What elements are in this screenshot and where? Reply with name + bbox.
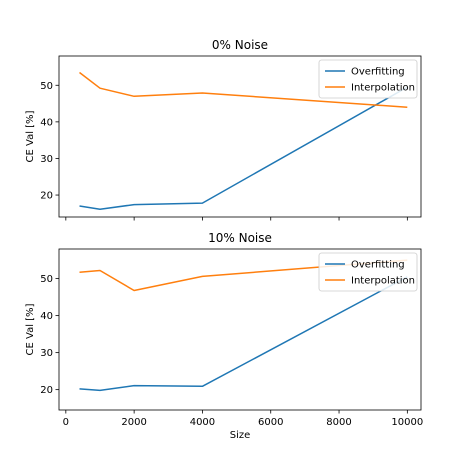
series-line-interpolation	[79, 259, 408, 292]
legend-box	[318, 252, 418, 292]
y-tick-label: 20	[40, 191, 53, 202]
y-axis-label: CE Val [%]	[25, 110, 36, 162]
legend: Overfitting Interpolation	[318, 59, 418, 99]
series-line-overfitting	[79, 276, 408, 392]
y-tick-label: 50	[40, 81, 53, 92]
legend-label-interpolation: Interpolation	[351, 83, 415, 94]
y-tick-label: 40	[40, 311, 53, 322]
legend-box	[318, 59, 418, 99]
x-tick-label: 6000	[258, 417, 283, 428]
y-axis-label: CE Val [%]	[25, 303, 36, 355]
x-axis-label: Size	[230, 430, 251, 441]
x-tick-label: 10000	[391, 417, 423, 428]
legend: Overfitting Interpolation	[318, 252, 418, 292]
plot-title: 10% Noise	[208, 231, 272, 245]
y-tick-label: 30	[40, 348, 53, 359]
plot-frame	[58, 248, 422, 411]
series-line-interpolation	[79, 71, 408, 108]
y-tick-label: 40	[40, 117, 53, 128]
x-tick-label: 4000	[190, 417, 215, 428]
x-tick-label: 0	[63, 417, 69, 428]
legend-label-interpolation: Interpolation	[351, 276, 415, 287]
subplot-1: 0% Noise 20 30 40 50 CE Val [%] Overfitting Int…	[25, 38, 422, 221]
y-tick-label: 20	[40, 385, 53, 396]
subplot-2: 10% Noise 0 2000 4000 6000 8000 10000 20 30 40 50 C…	[25, 231, 423, 441]
y-tick-label: 50	[40, 274, 53, 285]
plot-title: 0% Noise	[212, 38, 268, 52]
plot-frame	[58, 55, 422, 218]
series-line-overfitting	[79, 86, 408, 211]
y-tick-label: 30	[40, 154, 53, 165]
x-tick-label: 2000	[121, 417, 146, 428]
x-tick-label: 8000	[326, 417, 351, 428]
legend-label-overfitting: Overfitting	[351, 67, 405, 78]
legend-label-overfitting: Overfitting	[351, 260, 405, 271]
